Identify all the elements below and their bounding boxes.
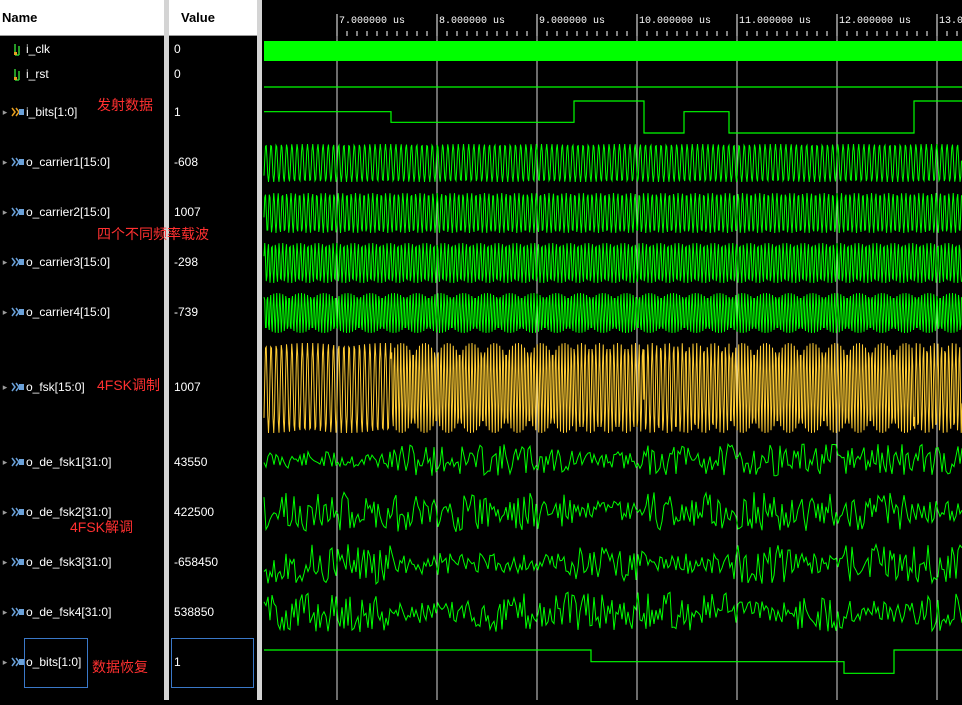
ruler-tick-label: 9.000000 us: [539, 16, 605, 27]
annotation-modulation: 4FSK调制: [97, 377, 161, 393]
signal-value: 1: [174, 105, 181, 119]
signal-row-o-carrier3[interactable]: ▸ o_carrier3[15:0]: [0, 252, 164, 272]
signal-row-i-bits[interactable]: ▸ i_bits[1:0]: [0, 102, 164, 122]
expand-arrow-icon[interactable]: ▸: [2, 306, 8, 317]
signal-name: o_carrier4[15:0]: [26, 305, 111, 319]
signal-row-o-de-fsk2[interactable]: ▸ o_de_fsk2[31:0]: [0, 502, 164, 522]
signal-row-i-rst[interactable]: i_rst: [0, 64, 164, 84]
signal-name: o_de_fsk1[31:0]: [26, 455, 112, 469]
time-ruler: [262, 0, 962, 36]
ruler-tick-label: 11.000000 us: [739, 16, 811, 27]
signal-value: 0: [174, 42, 181, 56]
wave-o-bits-a: [264, 649, 962, 674]
bus-signal-icon: [10, 206, 26, 218]
expand-arrow-icon[interactable]: ▸: [2, 256, 8, 267]
bit-signal-icon: [10, 68, 26, 81]
name-value-splitter[interactable]: [164, 0, 169, 700]
bus-signal-icon: [10, 156, 26, 168]
selected-signal-name-box: [24, 638, 88, 688]
signal-value-panel: Value: [169, 0, 257, 700]
wave-o-de-fsk1: [263, 442, 962, 477]
signal-name: o_carrier2[15:0]: [26, 205, 111, 219]
annotation-tx-data: 发射数据: [97, 97, 153, 113]
ruler-tick-label: 7.000000 us: [339, 16, 405, 27]
signal-name: o_fsk[15:0]: [26, 380, 85, 394]
signal-value: 422500: [174, 505, 215, 519]
value-wave-splitter[interactable]: [257, 0, 262, 700]
waveform-canvas[interactable]: 7.000000 us 8.000000 us 9.000000 us 10.0000…: [262, 0, 962, 700]
bus-signal-icon: [10, 381, 26, 393]
signal-name: o_bits[1:0]: [26, 655, 82, 669]
expand-arrow-icon[interactable]: ▸: [2, 206, 8, 217]
annotation-recovery: 数据恢复: [92, 659, 148, 675]
expand-arrow-icon[interactable]: ▸: [2, 456, 8, 467]
signal-value: 538850: [174, 605, 215, 619]
signal-value: -658450: [174, 555, 219, 569]
ruler-tick-label: 10.000000 us: [639, 16, 711, 27]
bus-signal-icon: [10, 456, 26, 468]
signal-row-o-de-fsk1[interactable]: ▸ o_de_fsk1[31:0]: [0, 452, 164, 472]
signal-name: o_carrier3[15:0]: [26, 255, 111, 269]
signal-value: -298: [174, 255, 199, 269]
signal-value: -739: [174, 305, 199, 319]
signal-name: o_carrier1[15:0]: [26, 155, 111, 169]
wave-o-de-fsk2: [263, 491, 962, 532]
name-column-header[interactable]: Name: [0, 0, 164, 36]
wave-i-clk: [264, 41, 962, 61]
expand-arrow-icon[interactable]: ▸: [2, 156, 8, 167]
signal-row-o-carrier1[interactable]: ▸ o_carrier1[15:0]: [0, 152, 164, 172]
signal-value: 0: [174, 67, 181, 81]
signal-name: o_de_fsk4[31:0]: [26, 605, 112, 619]
bus-signal-icon: [10, 256, 26, 268]
signal-value: 43550: [174, 455, 208, 469]
bus-signal-icon: [10, 106, 26, 118]
signal-row-o-de-fsk3[interactable]: ▸ o_de_fsk3[31:0]: [0, 552, 164, 572]
expand-arrow-icon[interactable]: ▸: [2, 606, 8, 617]
bus-signal-icon: [10, 656, 26, 668]
wave-o-carrier3: [263, 243, 962, 283]
signal-value: 1007: [174, 205, 201, 219]
signal-row-o-de-fsk4[interactable]: ▸ o_de_fsk4[31:0]: [0, 602, 164, 622]
wave-o-carrier2: [263, 192, 962, 234]
signal-row-i-clk[interactable]: i_clk: [0, 39, 164, 59]
value-column-header[interactable]: Value: [169, 0, 257, 36]
expand-arrow-icon[interactable]: ▸: [2, 656, 8, 667]
signal-value: -608: [174, 155, 199, 169]
signal-name: i_rst: [26, 67, 49, 81]
wave-i-bits: [264, 100, 962, 134]
signal-name: i_clk: [26, 42, 51, 56]
signal-name: o_de_fsk2[31:0]: [26, 505, 112, 519]
wave-o-de-fsk4: [263, 591, 962, 633]
annotation-carriers: 四个不同频率载波: [97, 226, 209, 242]
expand-arrow-icon[interactable]: ▸: [2, 556, 8, 567]
signal-value: 1007: [174, 380, 201, 394]
expand-arrow-icon[interactable]: ▸: [2, 381, 8, 392]
signal-row-o-fsk[interactable]: ▸ o_fsk[15:0]: [0, 377, 164, 397]
signal-value: 1: [174, 655, 181, 669]
ruler-tick-label: 8.000000 us: [439, 16, 505, 27]
bus-signal-icon: [10, 556, 26, 568]
bus-signal-icon: [10, 506, 26, 518]
signal-name: i_bits[1:0]: [26, 105, 78, 119]
bus-signal-icon: [10, 306, 26, 318]
ruler-tick-label: 12.000000 us: [839, 16, 911, 27]
expand-arrow-icon[interactable]: ▸: [2, 106, 8, 117]
signal-row-o-carrier4[interactable]: ▸ o_carrier4[15:0]: [0, 302, 164, 322]
bus-signal-icon: [10, 606, 26, 618]
signal-name-panel: Name: [0, 0, 164, 700]
waveform-panel[interactable]: 7.000000 us 8.000000 us 9.000000 us 10.0000…: [262, 0, 962, 700]
wave-o-carrier1: [263, 143, 962, 183]
signal-row-o-carrier2[interactable]: ▸ o_carrier2[15:0]: [0, 202, 164, 222]
selected-signal-value-box: [171, 638, 254, 688]
wave-o-fsk: [263, 342, 962, 434]
bit-signal-icon: [10, 43, 26, 56]
signal-row-o-bits[interactable]: ▸ o_bits[1:0]: [0, 652, 164, 672]
annotation-demodulation: 4FSK解调: [70, 519, 134, 535]
expand-arrow-icon[interactable]: ▸: [2, 506, 8, 517]
wave-o-carrier4: [263, 293, 962, 333]
signal-name: o_de_fsk3[31:0]: [26, 555, 112, 569]
wave-o-de-fsk3: [263, 542, 962, 586]
ruler-tick-label: 13.0: [939, 16, 962, 27]
